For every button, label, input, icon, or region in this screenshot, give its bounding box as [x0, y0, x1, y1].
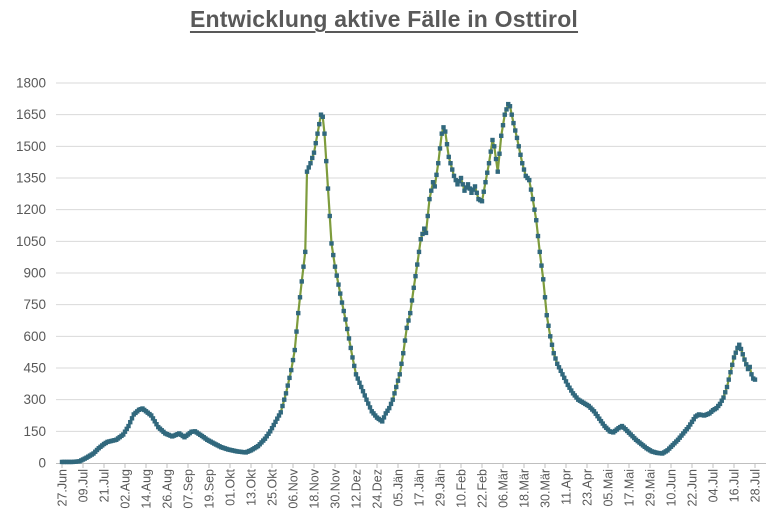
- svg-text:1500: 1500: [16, 139, 46, 154]
- svg-text:27.Jun: 27.Jun: [56, 469, 70, 507]
- svg-text:450: 450: [23, 361, 46, 376]
- svg-text:14.Aug: 14.Aug: [140, 469, 154, 509]
- y-gridlines: [56, 82, 766, 432]
- chart-title: Entwicklung aktive Fälle in Osttirol: [189, 6, 579, 32]
- x-axis: [56, 463, 766, 468]
- svg-text:17.Jän: 17.Jän: [413, 469, 427, 507]
- svg-text:09.Jul: 09.Jul: [77, 469, 91, 502]
- svg-text:11.Apr: 11.Apr: [560, 469, 574, 505]
- svg-text:12.Dez: 12.Dez: [350, 469, 364, 509]
- svg-text:05.Jän: 05.Jän: [392, 469, 406, 507]
- svg-text:23.Apr: 23.Apr: [581, 469, 595, 506]
- svg-text:29.Mai: 29.Mai: [644, 469, 658, 507]
- svg-text:26.Aug: 26.Aug: [161, 469, 175, 509]
- svg-text:30.Nov: 30.Nov: [329, 468, 343, 508]
- svg-text:04.Jul: 04.Jul: [707, 469, 721, 502]
- svg-text:0: 0: [38, 456, 46, 471]
- svg-text:17.Mai: 17.Mai: [623, 469, 637, 507]
- svg-text:22.Jun: 22.Jun: [686, 469, 700, 507]
- svg-text:13.Okt: 13.Okt: [245, 468, 259, 505]
- svg-text:10.Feb: 10.Feb: [455, 469, 469, 508]
- svg-text:22.Feb: 22.Feb: [476, 469, 490, 508]
- svg-text:28.Jul: 28.Jul: [749, 469, 763, 502]
- svg-text:02.Aug: 02.Aug: [119, 469, 133, 509]
- series-line: [62, 103, 756, 464]
- svg-text:19.Sep: 19.Sep: [203, 469, 217, 509]
- svg-text:1350: 1350: [16, 171, 46, 186]
- svg-text:21.Jul: 21.Jul: [98, 469, 112, 502]
- svg-text:1200: 1200: [16, 202, 46, 217]
- y-axis-labels: 0 150 300 450 600 750 900 1050 1200 1350 1500 1650 1…: [16, 76, 46, 471]
- svg-text:1050: 1050: [16, 234, 46, 249]
- svg-text:1800: 1800: [16, 76, 46, 91]
- svg-text:01.Okt: 01.Okt: [224, 468, 238, 505]
- svg-text:600: 600: [23, 329, 46, 344]
- svg-text:150: 150: [23, 424, 46, 439]
- svg-text:24.Dez: 24.Dez: [371, 469, 385, 509]
- svg-text:06.Nov: 06.Nov: [287, 468, 301, 508]
- svg-text:900: 900: [23, 266, 46, 281]
- svg-text:05.Mai: 05.Mai: [602, 469, 616, 507]
- svg-text:18.Nov: 18.Nov: [308, 468, 322, 508]
- svg-text:25.Okt: 25.Okt: [266, 468, 280, 505]
- series-markers: [59, 101, 758, 465]
- svg-text:750: 750: [23, 297, 46, 312]
- svg-text:29.Jän: 29.Jän: [434, 469, 448, 507]
- svg-text:07.Sep: 07.Sep: [182, 469, 196, 509]
- svg-text:10.Jun: 10.Jun: [665, 469, 679, 507]
- svg-text:16.Jul: 16.Jul: [728, 469, 742, 502]
- svg-text:18.Mär: 18.Mär: [518, 469, 532, 508]
- svg-text:300: 300: [23, 392, 46, 407]
- x-axis-labels: 27.Jun 09.Jul 21.Jul 02.Aug 14.Aug 26.Aug 07.S…: [56, 468, 763, 508]
- svg-text:30.Mär: 30.Mär: [539, 469, 553, 508]
- svg-text:1650: 1650: [16, 107, 46, 122]
- svg-text:06.Mär: 06.Mär: [497, 469, 511, 508]
